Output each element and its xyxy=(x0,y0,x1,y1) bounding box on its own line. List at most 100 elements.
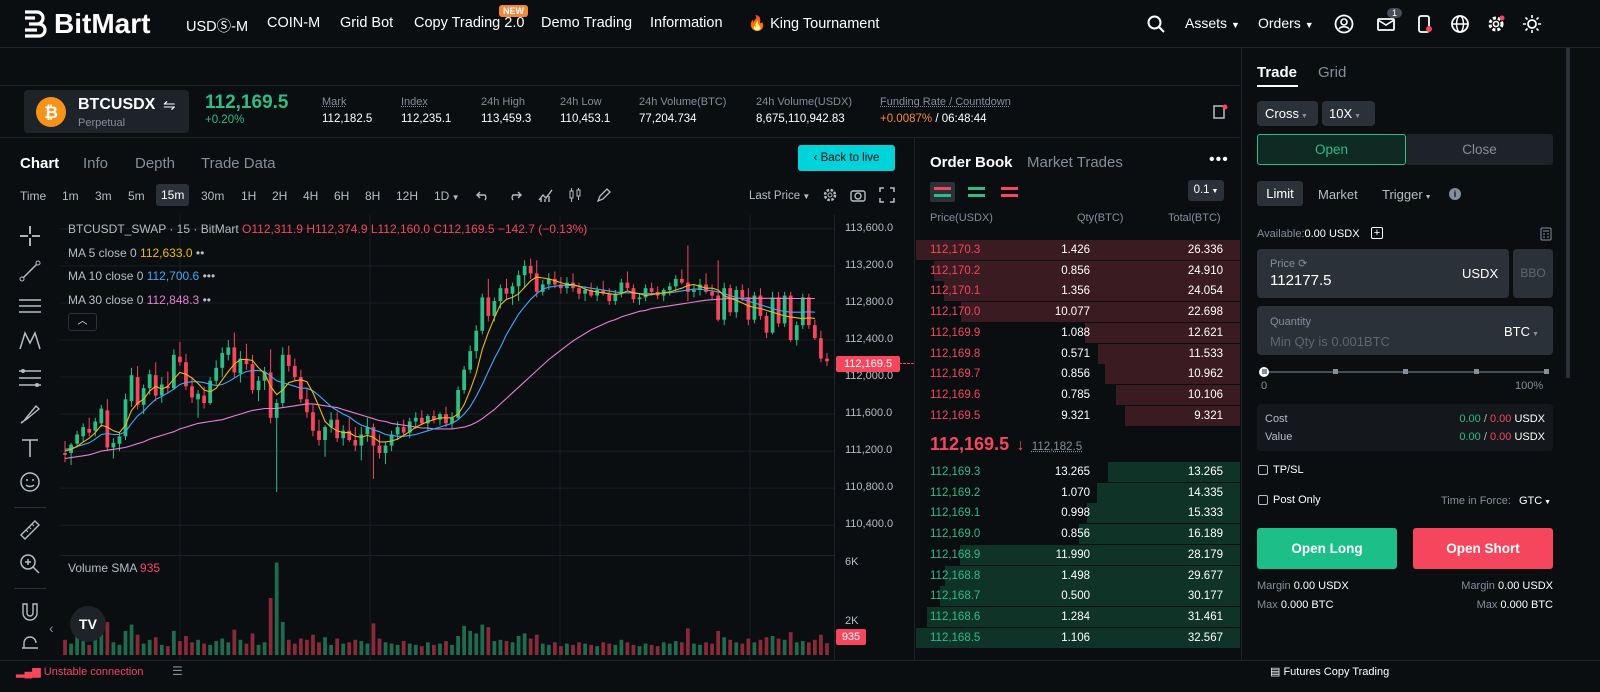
tf-4h[interactable]: 4H xyxy=(303,189,319,203)
notes-icon[interactable] xyxy=(1212,104,1228,120)
ask-row[interactable]: 112,169.6 0.785 10.106 xyxy=(916,384,1240,406)
book-asks-icon[interactable] xyxy=(1001,186,1018,198)
pattern-tool-icon[interactable] xyxy=(18,329,42,353)
ask-row[interactable]: 112,170.1 1.356 24.054 xyxy=(916,281,1240,302)
leverage-select[interactable]: 10X ▼ xyxy=(1322,101,1375,126)
post-only-label[interactable]: Post Only xyxy=(1273,494,1321,506)
slider-tick[interactable] xyxy=(1473,369,1479,374)
bid-row[interactable]: 112,169.0 0.856 16.189 xyxy=(916,524,1240,545)
tab-depth[interactable]: Depth xyxy=(135,155,176,172)
open-short-button[interactable]: Open Short xyxy=(1413,528,1553,569)
view-both-button[interactable] xyxy=(930,182,955,202)
tif-select[interactable]: GTC ▼ xyxy=(1519,495,1551,507)
ma30-legend[interactable]: MA 30 close 0 112,848.3 •• xyxy=(68,293,211,307)
bid-row[interactable]: 112,168.9 11.990 28.179 xyxy=(916,544,1240,566)
horizontal-lines-tool-icon[interactable] xyxy=(18,294,42,318)
futures-copy-trading-link[interactable]: ▤ Futures Copy Trading xyxy=(1270,665,1389,678)
ask-row[interactable]: 112,169.9 1.088 12.621 xyxy=(916,322,1240,344)
bid-row[interactable]: 112,169.3 13.265 13.265 xyxy=(916,462,1240,483)
undo-icon[interactable] xyxy=(476,188,490,202)
settings-gear-icon[interactable] xyxy=(1486,14,1506,34)
mid-mark-price[interactable]: 112,182.5 xyxy=(1031,441,1083,453)
bitmart-logo[interactable]: BitMart xyxy=(22,8,150,40)
ma5-legend[interactable]: MA 5 close 0 112,633.0 •• xyxy=(68,246,204,260)
brush-tool-icon[interactable] xyxy=(18,402,42,426)
ask-row[interactable]: 112,169.8 0.571 11.533 xyxy=(916,343,1240,365)
tf-1h[interactable]: 1H xyxy=(241,189,257,203)
funding-label[interactable]: Funding Rate / Countdown xyxy=(880,96,1011,108)
more-dots-icon[interactable]: •• xyxy=(202,293,211,307)
tpsl-label[interactable]: TP/SL xyxy=(1273,464,1304,476)
order-type-trigger[interactable]: Trigger ▼ xyxy=(1382,187,1432,202)
mark-label[interactable]: Mark xyxy=(322,96,347,108)
tradingview-logo-icon[interactable]: TV xyxy=(70,606,106,642)
more-options-icon[interactable]: ••• xyxy=(1209,151,1229,168)
collapse-toolbar-icon[interactable]: ‹ xyxy=(49,620,54,636)
nav-copy-trading[interactable]: Copy Trading 2.0 xyxy=(414,15,525,31)
tab-grid[interactable]: Grid xyxy=(1318,64,1347,81)
last-price-selector[interactable]: Last Price ▼ xyxy=(749,190,810,202)
text-tool-icon[interactable] xyxy=(18,436,42,460)
open-tab-button[interactable]: Open xyxy=(1257,134,1406,165)
transfer-add-icon[interactable]: + xyxy=(1371,227,1383,239)
ask-row[interactable]: 112,170.2 0.856 24.910 xyxy=(916,260,1240,282)
pencil-icon[interactable] xyxy=(596,187,612,203)
fib-tool-icon[interactable] xyxy=(18,366,42,390)
post-only-checkbox[interactable] xyxy=(1258,495,1268,505)
ask-row[interactable]: 112,169.7 0.856 10.962 xyxy=(916,364,1240,385)
search-icon[interactable] xyxy=(1146,14,1166,34)
bid-row[interactable]: 112,168.6 1.284 31.461 xyxy=(916,606,1240,628)
connection-status[interactable]: ▂▄▆ Unstable connection xyxy=(16,665,143,678)
quantity-unit-select[interactable]: BTC ▼ xyxy=(1504,324,1539,339)
slider-tick[interactable] xyxy=(1403,369,1408,374)
nav-demo-trading[interactable]: Demo Trading xyxy=(541,15,633,31)
mail-icon[interactable] xyxy=(1376,14,1396,34)
fullscreen-icon[interactable] xyxy=(879,187,895,203)
tf-time[interactable]: Time xyxy=(20,189,47,203)
ask-row[interactable]: 112,170.0 10.077 22.698 xyxy=(916,302,1240,323)
bid-row[interactable]: 112,169.2 1.070 14.335 xyxy=(916,482,1240,504)
tab-market-trades[interactable]: Market Trades xyxy=(1027,154,1123,171)
lock-drawing-icon[interactable] xyxy=(18,634,42,658)
nav-information[interactable]: Information xyxy=(650,15,723,31)
open-long-button[interactable]: Open Long xyxy=(1257,528,1397,569)
tf-3m[interactable]: 3m xyxy=(95,189,112,203)
ruler-tool-icon[interactable] xyxy=(18,518,42,542)
back-to-live-button[interactable]: ‹ Back to live xyxy=(798,145,895,171)
slider-tick[interactable] xyxy=(1332,369,1338,374)
slider-tick[interactable] xyxy=(1544,369,1549,374)
tab-chart[interactable]: Chart xyxy=(20,155,60,172)
tf-1d[interactable]: 1D ▼ xyxy=(434,189,459,203)
nav-coin-m[interactable]: COIN-M xyxy=(267,15,321,31)
tf-12h[interactable]: 12H xyxy=(396,189,419,203)
precision-select[interactable]: 0.1 ▼ xyxy=(1188,180,1224,201)
tab-trade[interactable]: Trade xyxy=(1257,64,1298,81)
order-type-limit[interactable]: Limit xyxy=(1257,181,1303,206)
crosshair-tool-icon[interactable] xyxy=(18,224,42,248)
bid-row[interactable]: 112,168.5 1.106 32.567 xyxy=(916,627,1240,649)
tf-6h[interactable]: 6H xyxy=(334,189,350,203)
bbo-button[interactable]: BBO xyxy=(1513,249,1553,298)
mobile-download-icon[interactable] xyxy=(1414,14,1434,34)
tab-trade-data[interactable]: Trade Data xyxy=(201,155,276,172)
tab-order-book[interactable]: Order Book xyxy=(930,154,1013,171)
close-tab-button[interactable]: Close xyxy=(1406,134,1553,165)
tf-1m[interactable]: 1m xyxy=(62,189,79,203)
tf-2h[interactable]: 2H xyxy=(272,189,288,203)
candle-type-icon[interactable] xyxy=(567,187,583,203)
orders-menu[interactable]: Orders ▼ xyxy=(1258,15,1314,31)
trendline-tool-icon[interactable] xyxy=(18,259,42,283)
more-dots-icon[interactable]: •• xyxy=(195,246,205,260)
refresh-icon[interactable]: ⟳ xyxy=(1298,258,1308,270)
user-avatar-icon[interactable] xyxy=(1334,14,1354,34)
order-type-market[interactable]: Market xyxy=(1318,187,1358,202)
tab-info[interactable]: Info xyxy=(83,155,109,172)
tf-5m[interactable]: 5m xyxy=(128,189,145,203)
price-input[interactable]: Price ⟳ 112177.5 USDX xyxy=(1257,249,1509,298)
ma10-legend[interactable]: MA 10 close 0 112,700.6 ••• xyxy=(68,269,215,283)
bid-row[interactable]: 112,168.8 1.498 29.677 xyxy=(916,565,1240,587)
tf-15m[interactable]: 15m xyxy=(156,184,190,206)
magnet-icon[interactable] xyxy=(18,600,42,624)
redo-icon[interactable] xyxy=(508,188,522,202)
layout-settings-icon[interactable]: ☰ xyxy=(172,664,183,678)
